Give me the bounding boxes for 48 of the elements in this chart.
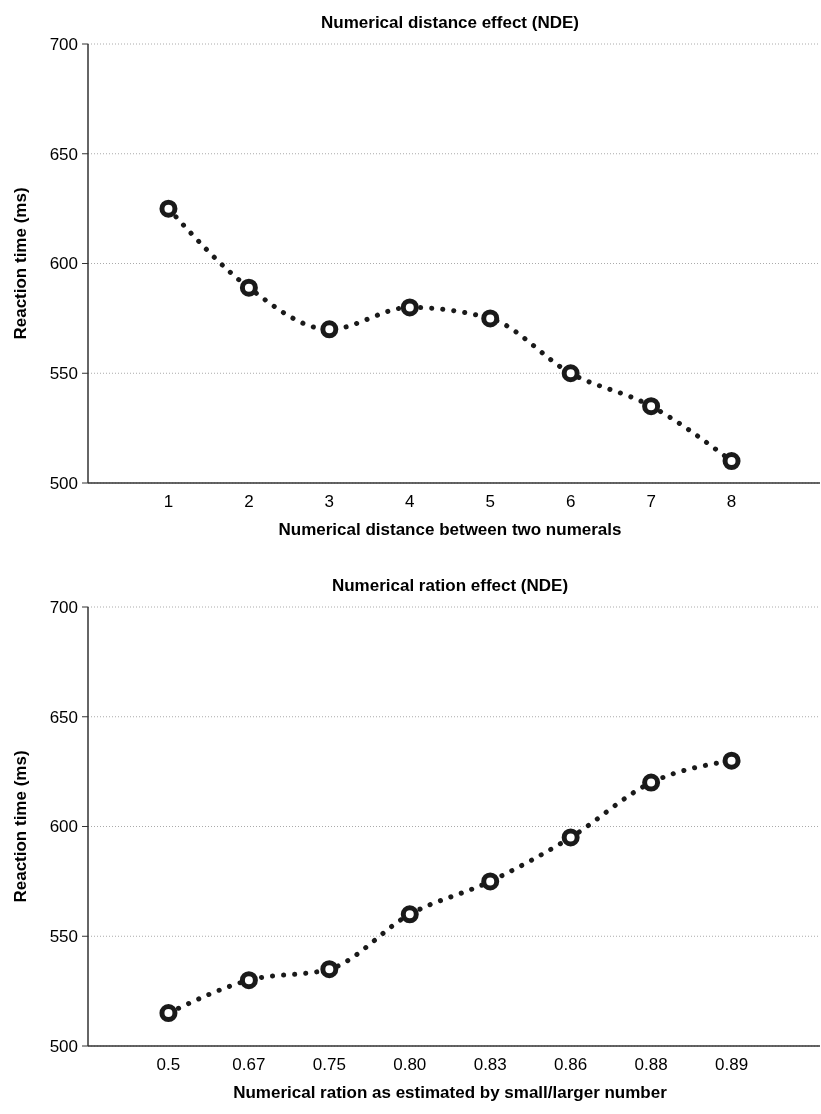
point bbox=[320, 960, 339, 979]
y-tick-label: 500 bbox=[49, 1036, 78, 1056]
point bbox=[320, 320, 339, 339]
point bbox=[481, 872, 500, 891]
y-tick-label: 550 bbox=[49, 927, 78, 947]
point bbox=[642, 397, 661, 416]
y-axis-title: Reaction time (ms) bbox=[11, 187, 30, 340]
x-tick-label: 6 bbox=[565, 492, 576, 511]
x-tick-label: 3 bbox=[324, 492, 335, 511]
y-tick-label: 600 bbox=[49, 817, 78, 837]
x-axis-title: Numerical distance between two numerals bbox=[278, 520, 622, 539]
point bbox=[239, 971, 258, 990]
point bbox=[481, 309, 500, 328]
x-tick-label: 0.67 bbox=[232, 1055, 266, 1074]
y-tick-label: 700 bbox=[49, 597, 78, 617]
y-tick-label: 650 bbox=[49, 707, 78, 727]
x-tick-label: 8 bbox=[726, 492, 737, 511]
point bbox=[400, 298, 419, 317]
point bbox=[239, 278, 258, 297]
x-tick-label: 7 bbox=[646, 492, 656, 511]
point bbox=[400, 905, 419, 924]
x-tick-label: 5 bbox=[485, 492, 495, 511]
y-tick-label: 500 bbox=[49, 473, 78, 493]
x-tick-label: 0.80 bbox=[393, 1055, 427, 1074]
x-tick-label: 1 bbox=[163, 492, 174, 511]
x-tick-label: 4 bbox=[405, 492, 415, 511]
point bbox=[159, 1004, 178, 1023]
x-tick-label: 0.88 bbox=[634, 1055, 668, 1074]
point bbox=[561, 828, 580, 847]
point bbox=[722, 452, 741, 471]
point bbox=[159, 199, 178, 218]
x-tick-label: 0.5 bbox=[156, 1055, 181, 1074]
y-axis-title: Reaction time (ms) bbox=[11, 750, 30, 903]
y-tick-label: 700 bbox=[49, 34, 78, 54]
chart-title: Numerical distance effect (NDE) bbox=[321, 13, 579, 32]
point bbox=[722, 751, 741, 770]
x-tick-label: 0.86 bbox=[554, 1055, 588, 1074]
chart-title: Numerical ration effect (NDE) bbox=[331, 576, 569, 595]
x-tick-label: 0.89 bbox=[715, 1055, 749, 1074]
x-tick-label: 0.75 bbox=[312, 1055, 346, 1074]
x-tick-label: 2 bbox=[244, 492, 254, 511]
y-tick-label: 650 bbox=[49, 144, 78, 164]
point bbox=[561, 364, 580, 383]
x-tick-label: 0.83 bbox=[473, 1055, 507, 1074]
y-tick-label: 550 bbox=[49, 364, 78, 384]
point bbox=[642, 773, 661, 792]
y-tick-label: 600 bbox=[49, 254, 78, 274]
x-axis-title: Numerical ration as estimated by small/larger number bbox=[233, 1083, 668, 1102]
